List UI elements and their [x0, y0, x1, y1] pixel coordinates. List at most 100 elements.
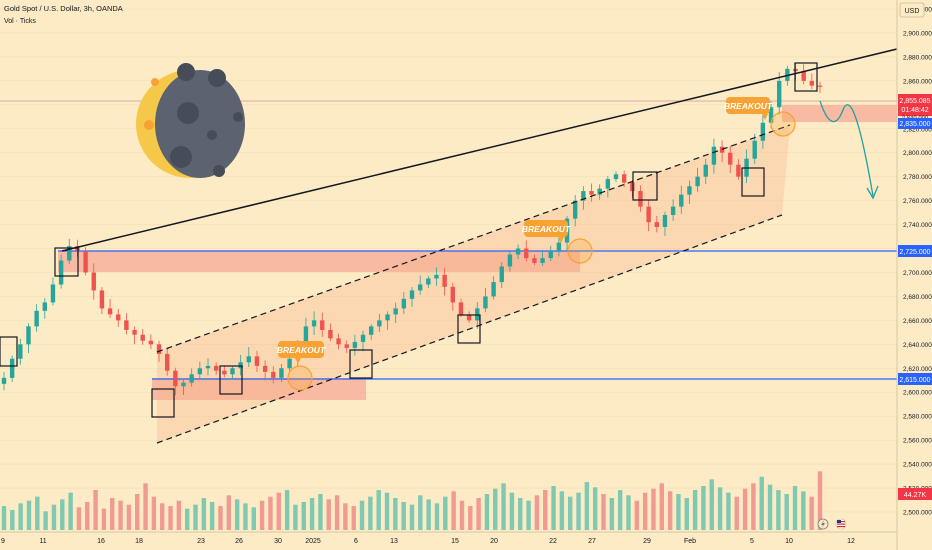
- volume-bar: [85, 502, 90, 530]
- volume-bar: [751, 483, 756, 530]
- candle-body: [621, 174, 627, 183]
- volume-bar: [576, 492, 581, 530]
- volume-bar: [126, 504, 132, 530]
- highlight-box: [0, 336, 18, 367]
- volume-bar: [268, 496, 273, 530]
- time-tick-label: 23: [197, 538, 205, 545]
- candle-body: [99, 290, 105, 309]
- level-price-text-low: 2,615.000: [899, 377, 930, 384]
- volume-bar: [251, 507, 256, 530]
- candle-body: [344, 344, 349, 348]
- candle-body: [148, 340, 154, 345]
- time-tick-label: 18: [135, 538, 143, 545]
- candle-body: [736, 164, 741, 177]
- price-tick-label: 2,740.000: [903, 222, 932, 229]
- current-price-label: [898, 94, 932, 116]
- candle-body: [140, 334, 145, 341]
- us-flag-icon[interactable]: [835, 518, 847, 530]
- candle-body: [450, 286, 455, 303]
- trendline-upper-resistance: [61, 48, 898, 252]
- price-tick-label: 2,760.000: [903, 198, 932, 205]
- breakout-text: BREAKOUT: [522, 224, 571, 234]
- volume-bar: [717, 487, 723, 530]
- volume-bar: [193, 504, 198, 530]
- highlight-box: [457, 314, 481, 344]
- time-tick-label: 15: [451, 538, 459, 545]
- volume-bar: [176, 500, 182, 530]
- volume-bar: [301, 502, 306, 530]
- volume-bar: [93, 490, 98, 530]
- breakout-text: BREAKOUT: [724, 101, 773, 111]
- volume-bar: [518, 498, 523, 530]
- candle-body: [279, 368, 284, 378]
- volume-bar: [759, 476, 764, 530]
- candle-body: [320, 320, 325, 330]
- highlight-box: [349, 349, 373, 379]
- grid-lines: [0, 8, 897, 513]
- volume-title[interactable]: Vol · Ticks: [4, 18, 36, 25]
- volume-bar: [709, 479, 714, 530]
- price-axis-panel[interactable]: [897, 0, 932, 550]
- volume-bar: [626, 495, 631, 530]
- price-tick-label: 2,560.000: [903, 438, 932, 445]
- candle-body: [499, 266, 504, 283]
- time-tick-label: 27: [588, 538, 596, 545]
- volume-bar: [201, 498, 207, 530]
- candle-body: [254, 356, 260, 366]
- volume-bar: [509, 492, 515, 530]
- candle-body: [581, 191, 586, 201]
- candle-body: [287, 358, 292, 369]
- candle-body: [42, 302, 47, 311]
- candle-body: [728, 152, 733, 165]
- symbol-title[interactable]: Gold Spot / U.S. Dollar, 3h, OANDA: [4, 4, 123, 13]
- time-tick-label: 6: [354, 538, 358, 545]
- price-tick-label: 2,580.000: [903, 414, 932, 421]
- breakout-circle: [770, 111, 796, 137]
- candle-body: [385, 314, 390, 321]
- lightning-icon[interactable]: [817, 518, 829, 530]
- volume-bar: [817, 471, 823, 530]
- candle-body: [475, 308, 480, 321]
- time-tick-label: 11: [39, 538, 46, 545]
- volume-bar: [493, 488, 498, 530]
- currency-label: USD: [905, 8, 920, 15]
- time-tick-label: 10: [785, 538, 793, 545]
- current-price-text: 2,855.085: [899, 98, 930, 105]
- candle-body: [458, 302, 464, 315]
- candle-body: [303, 326, 309, 345]
- candle-body: [515, 248, 521, 255]
- candle-body: [262, 365, 268, 372]
- highlight-box: [54, 247, 79, 277]
- support-zone-mid: [58, 251, 580, 272]
- candle-body: [695, 176, 700, 187]
- time-tick-label: 20: [490, 538, 498, 545]
- candle-body: [34, 310, 39, 327]
- candle-body: [124, 320, 129, 330]
- volume-bar: [401, 502, 406, 530]
- candle-body: [26, 326, 31, 345]
- breakout-circle: [287, 365, 313, 391]
- time-tick-label: 2025: [305, 538, 321, 545]
- volume-bar: [160, 503, 165, 530]
- candle-body: [768, 107, 774, 123]
- volume-bar: [809, 496, 814, 530]
- breakout-text: BREAKOUT: [277, 345, 326, 355]
- currency-box[interactable]: [899, 2, 925, 18]
- candle-body: [213, 365, 219, 371]
- candle-body: [711, 146, 717, 165]
- volume-bar: [318, 494, 323, 530]
- volume-bar: [60, 499, 65, 530]
- arrow-head-icon: [866, 185, 879, 200]
- volume-bar: [568, 496, 573, 530]
- volume-bar: [101, 508, 107, 530]
- volume-bar: [484, 494, 490, 530]
- candle-body: [401, 298, 407, 309]
- volume-value-text: 44.27K: [904, 492, 927, 499]
- candlesticks: [1, 63, 823, 396]
- candle-body: [165, 353, 170, 371]
- candle-body: [630, 182, 635, 192]
- volume-bar: [526, 500, 531, 530]
- candle-body: [360, 334, 366, 342]
- volume-value-label: [898, 488, 932, 500]
